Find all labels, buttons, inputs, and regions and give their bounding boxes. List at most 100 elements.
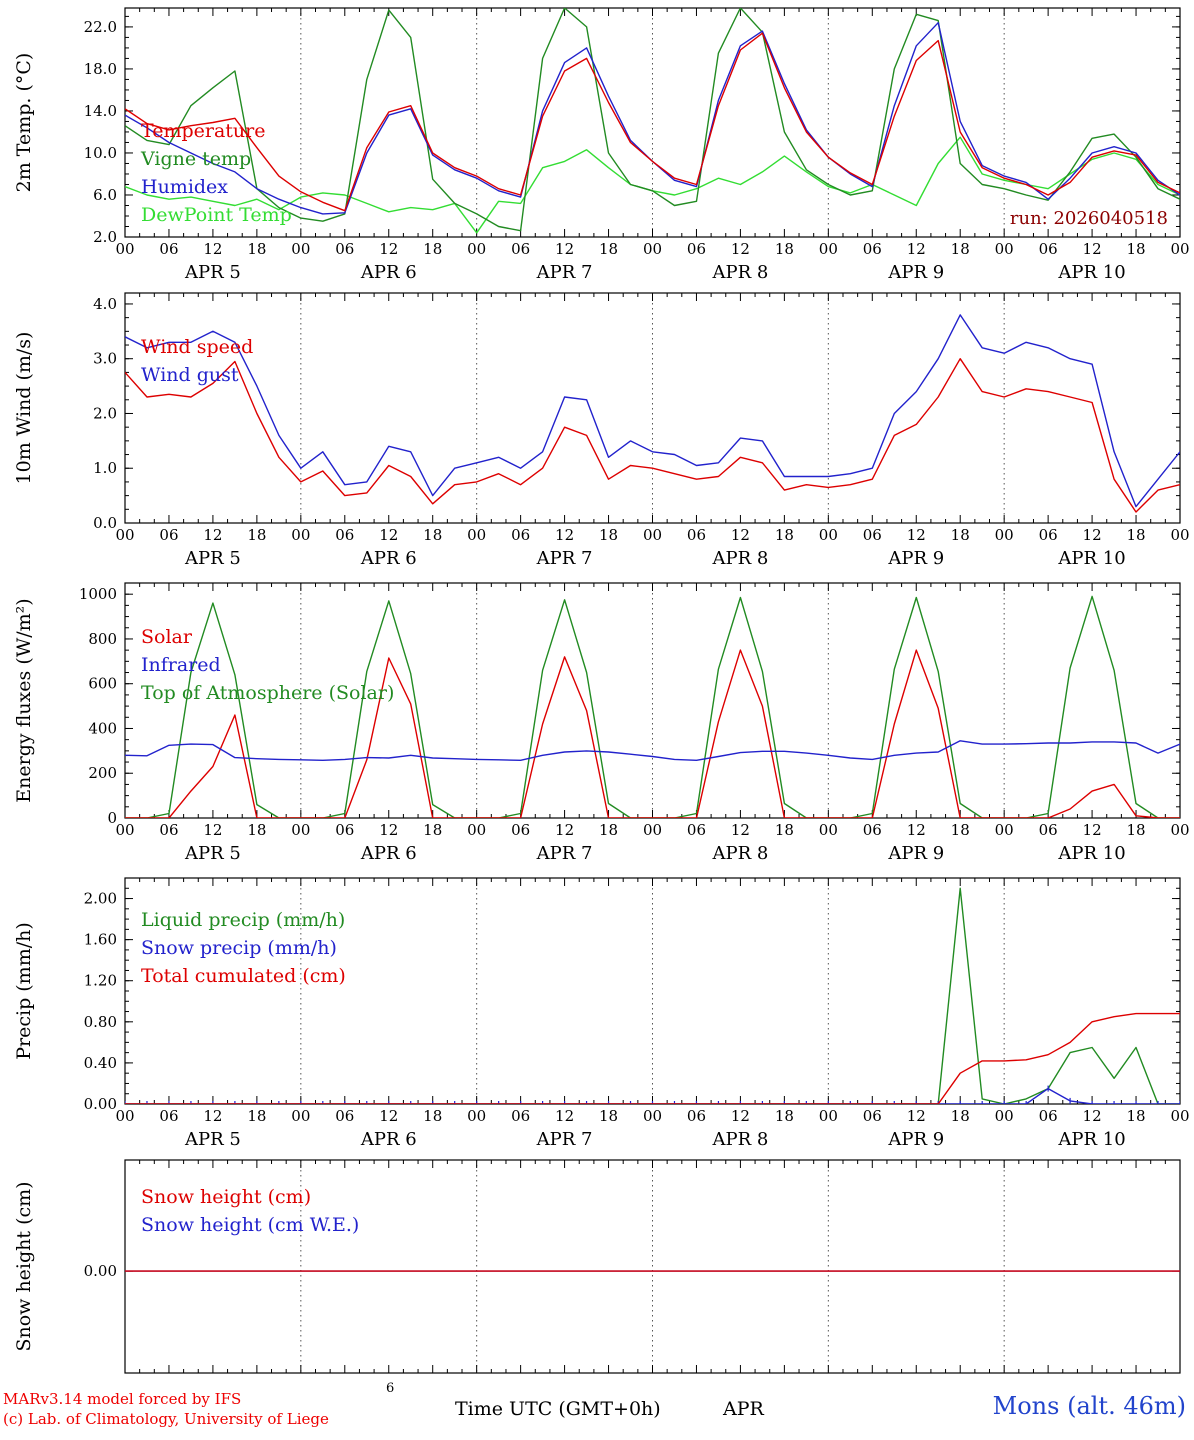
x-tick-label: 06	[511, 821, 530, 839]
series-total-cumulated-cm	[125, 1012, 1180, 1104]
y-tick-label: 18.0	[84, 60, 117, 78]
legend-wind-speed: Wind speed	[141, 336, 253, 358]
legend-wind-gust: Wind gust	[141, 364, 239, 386]
run-label: run: 2026040518	[1010, 208, 1168, 229]
y-tick-label: 22.0	[84, 18, 117, 36]
x-tick-label: 06	[335, 1107, 354, 1125]
x-tick-label: 18	[423, 240, 442, 258]
x-tick-label: 00	[995, 240, 1014, 258]
x-tick-label: 06	[335, 240, 354, 258]
day-label: APR 5	[184, 262, 241, 283]
y-axis-title-temperature-2m: 2m Temp. (°C)	[13, 53, 35, 193]
x-tick-label: 06	[687, 240, 706, 258]
panel-temperature-2m: 00 06 12 18 00 06 12 18 00 06 12 18 00 06 12 18 00 06 12 18…	[13, 7, 1190, 283]
x-tick-label: 12	[203, 240, 222, 258]
x-tick-label: 12	[555, 1107, 574, 1125]
x-tick-label: 06	[863, 821, 882, 839]
x-tick-label: 18	[951, 1107, 970, 1125]
station-label: Mons (alt. 46m)	[992, 1392, 1186, 1420]
x-tick-label: 06	[1039, 821, 1058, 839]
model-credit-line-1: MARv3.14 model forced by IFS	[3, 1390, 242, 1408]
x-tick-label: 18	[423, 1107, 442, 1125]
day-label: APR 8	[711, 1129, 768, 1150]
day-label: APR 10	[1057, 262, 1125, 283]
y-tick-label: 0.00	[84, 1095, 117, 1113]
x-tick-label: 06	[1039, 1107, 1058, 1125]
y-tick-label: 0.00	[84, 1262, 117, 1280]
x-tick-label: 00	[467, 1107, 486, 1125]
day-label: APR 9	[887, 1129, 944, 1150]
day-label: APR 8	[711, 262, 768, 283]
y-tick-label: 6.0	[93, 186, 117, 204]
x-tick-label: 12	[731, 526, 750, 544]
x-tick-label: 06	[511, 1107, 530, 1125]
y-tick-label: 14.0	[84, 102, 117, 120]
x-tick-label: 00	[819, 1107, 838, 1125]
y-tick-label: 10.0	[84, 144, 117, 162]
x-tick-label: 06	[1039, 240, 1058, 258]
x-tick-label: 18	[247, 240, 266, 258]
x-tick-label: 06	[335, 821, 354, 839]
y-tick-label: 800	[88, 630, 117, 648]
x-axis-title: Time UTC (GMT+0h)	[455, 1398, 661, 1420]
x-tick-label: 00	[643, 526, 662, 544]
panel-wind-10m: 00 06 12 18 00 06 12 18 00 06 12 18 00 06 12 18 00 06 12 18…	[13, 292, 1190, 569]
x-tick-label: 06	[335, 526, 354, 544]
day-label: APR 5	[184, 548, 241, 569]
y-axis-title-snow-height: Snow height (cm)	[13, 1181, 35, 1351]
x-tick-label: 12	[555, 526, 574, 544]
x-tick-label: 06	[863, 526, 882, 544]
x-tick-label: 00	[643, 821, 662, 839]
day-label: APR 9	[887, 262, 944, 283]
legend-vigne-temp: Vigne temp	[140, 148, 251, 170]
x-tick-label: 00	[1170, 821, 1189, 839]
legend-humidex: Humidex	[141, 176, 228, 198]
meteogram-chart: 00 06 12 18 00 06 12 18 00 06 12 18 00 06 12 18 00 06 12 18…	[13, 7, 1190, 1374]
x-tick-label: 06	[511, 526, 530, 544]
day-label: APR 5	[184, 1129, 241, 1150]
series-wind-speed	[125, 358, 1180, 513]
x-tick-label: 12	[203, 821, 222, 839]
month-label: APR	[723, 1398, 764, 1420]
x-tick-label: 18	[775, 526, 794, 544]
x-tick-label: 18	[423, 526, 442, 544]
x-tick-label: 12	[555, 821, 574, 839]
x-tick-label: 00	[1170, 1107, 1189, 1125]
x-tick-label: 06	[863, 240, 882, 258]
legend-snow-height-cm-w-e: Snow height (cm W.E.)	[141, 1214, 359, 1236]
x-tick-label: 12	[1083, 240, 1102, 258]
x-tick-label: 06	[687, 1107, 706, 1125]
y-tick-label: 1.0	[93, 459, 117, 477]
panel-energy-fluxes: 00 06 12 18 00 06 12 18 00 06 12 18 00 06 12 18 00 06 12 18…	[13, 582, 1190, 864]
x-tick-label: 18	[775, 821, 794, 839]
legend-temperature: Temperature	[141, 120, 265, 142]
panel-frame	[124, 7, 1181, 238]
panel-snow-height: 0.00 Snow height (cm) Snow height (cm) Snow…	[13, 1159, 1181, 1374]
day-label: APR 7	[536, 262, 593, 283]
x-tick-label: 18	[247, 1107, 266, 1125]
y-tick-label: 0.0	[93, 514, 117, 532]
day-label: APR 6	[360, 843, 417, 864]
y-axis-title-energy-fluxes: Energy fluxes (W/m²)	[13, 598, 35, 802]
legend-total-cumulated-cm: Total cumulated (cm)	[141, 965, 346, 987]
x-tick-label: 18	[1126, 1107, 1145, 1125]
day-label: APR 6	[360, 262, 417, 283]
x-tick-label: 00	[995, 526, 1014, 544]
x-tick-label: 00	[291, 240, 310, 258]
day-label: APR 5	[184, 843, 241, 864]
x-tick-label: 00	[995, 1107, 1014, 1125]
day-label: APR 8	[711, 548, 768, 569]
x-tick-label: 00	[467, 240, 486, 258]
legend-dewpoint-temp: DewPoint Temp	[141, 204, 292, 226]
x-tick-label: 12	[379, 240, 398, 258]
y-tick-label: 1.20	[84, 972, 117, 990]
day-label: APR 10	[1057, 843, 1125, 864]
x-tick-label: 00	[115, 1107, 134, 1125]
legend-top-of-atmosphere-solar: Top of Atmosphere (Solar)	[141, 682, 394, 704]
y-tick-label: 200	[88, 764, 117, 782]
y-tick-label: 0.40	[84, 1054, 117, 1072]
x-tick-label: 12	[907, 240, 926, 258]
day-label: APR 7	[536, 1129, 593, 1150]
x-tick-label: 12	[731, 240, 750, 258]
x-tick-label: 00	[291, 821, 310, 839]
